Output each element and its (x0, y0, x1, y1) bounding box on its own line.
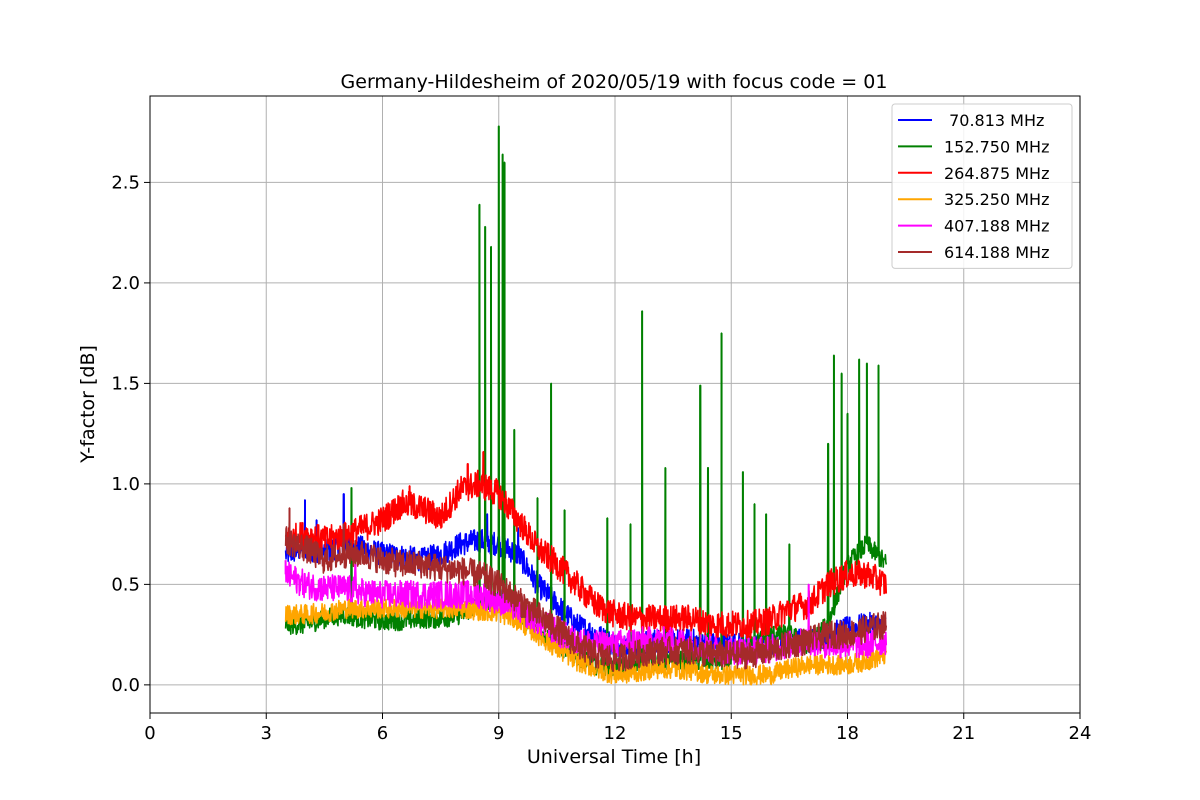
x-axis-label: Universal Time [h] (527, 746, 701, 768)
legend-label: 70.813 MHz (944, 111, 1044, 130)
x-tick-label: 15 (720, 723, 743, 744)
y-tick-label: 0.0 (111, 675, 140, 696)
legend-label: 325.250 MHz (944, 190, 1049, 209)
legend-label: 264.875 MHz (944, 164, 1049, 183)
x-tick-label: 18 (836, 723, 859, 744)
series-line (284, 597, 888, 686)
y-tick-label: 2.0 (111, 273, 140, 294)
x-tick-label: 21 (952, 723, 975, 744)
legend-label: 152.750 MHz (944, 137, 1049, 156)
legend-box (891, 103, 1073, 269)
x-tick-label: 3 (261, 723, 272, 744)
series-line (284, 450, 888, 640)
y-tick-label: 1.0 (111, 474, 140, 495)
series-line (284, 507, 888, 672)
y-axis: 0.0 0.5 1.0 1.5 2.0 2.5 (111, 172, 150, 696)
legend: 70.813 MHz 152.750 MHz 264.875 MHz 325.250 … (891, 103, 1073, 269)
x-tick-label: 9 (493, 723, 504, 744)
x-axis: 0 3 6 9 12 15 18 21 24 (144, 713, 1091, 744)
legend-label: 614.188 MHz (944, 243, 1049, 262)
series-layer (284, 125, 888, 686)
y-tick-label: 1.5 (111, 373, 140, 394)
y-tick-label: 2.5 (111, 172, 140, 193)
chart-title: Germany-Hildesheim of 2020/05/19 with fo… (341, 71, 888, 93)
x-tick-label: 12 (604, 723, 627, 744)
y-axis-label: Y-factor [dB] (77, 345, 99, 464)
legend-label: 407.188 MHz (944, 217, 1049, 236)
y-tick-label: 0.5 (111, 574, 140, 595)
x-tick-label: 0 (144, 723, 155, 744)
x-tick-label: 24 (1069, 723, 1092, 744)
x-tick-label: 6 (377, 723, 388, 744)
